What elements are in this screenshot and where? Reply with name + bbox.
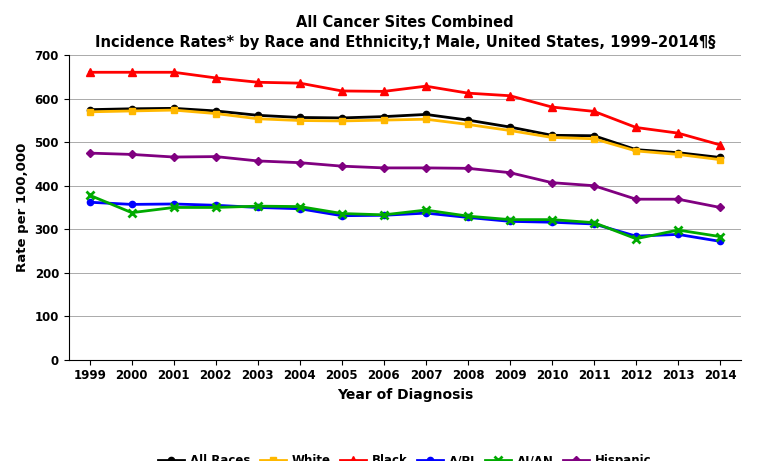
Legend: All Races, White, Black, A/PI, AI/AN, Hispanic: All Races, White, Black, A/PI, AI/AN, Hi… bbox=[154, 451, 656, 461]
X-axis label: Year of Diagnosis: Year of Diagnosis bbox=[337, 388, 473, 402]
Y-axis label: Rate per 100,000: Rate per 100,000 bbox=[16, 143, 29, 272]
Title: All Cancer Sites Combined
Incidence Rates* by Race and Ethnicity,† Male, United : All Cancer Sites Combined Incidence Rate… bbox=[95, 15, 715, 50]
